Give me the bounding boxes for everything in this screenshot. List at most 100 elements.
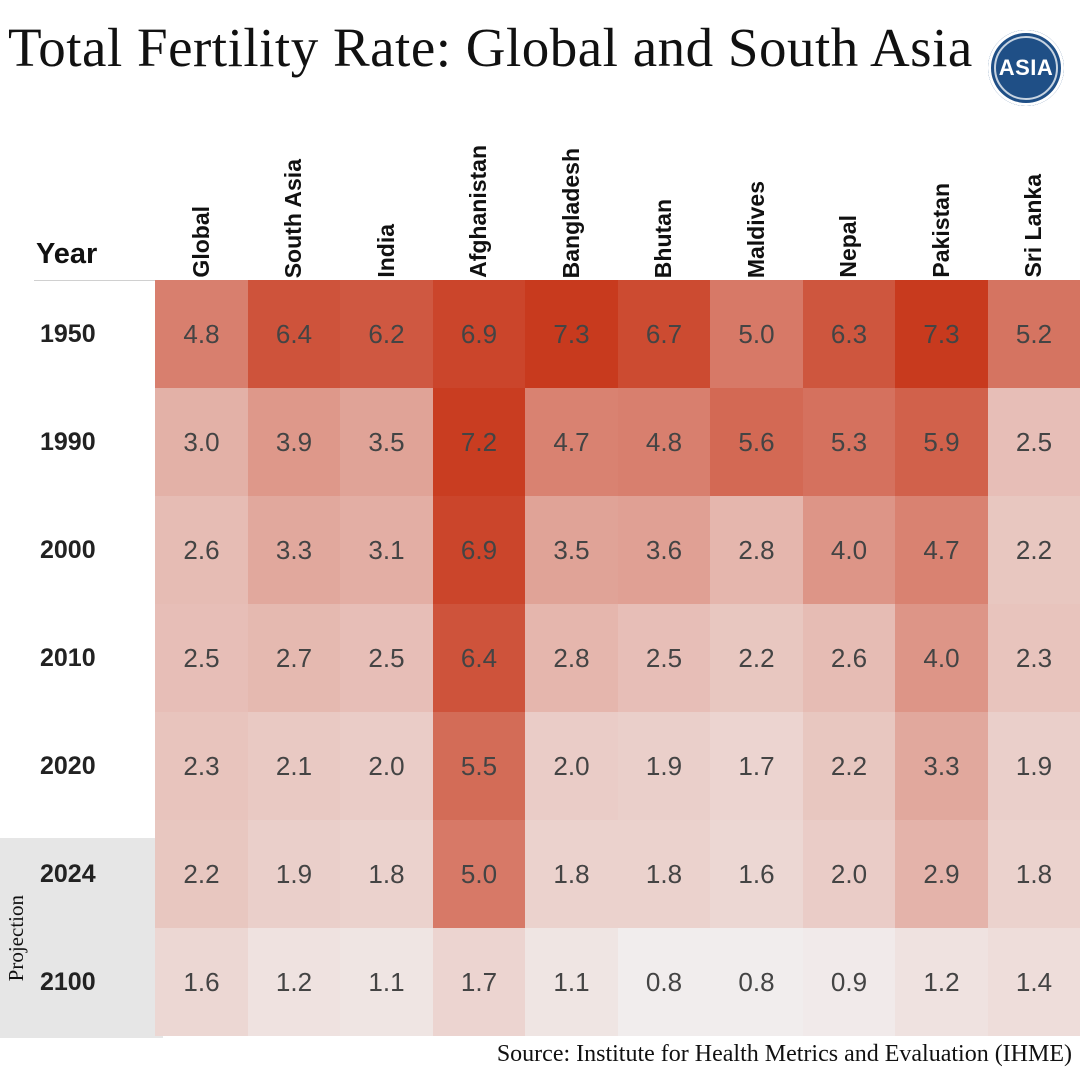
heatmap-cell-2020-south-asia: 2.1 — [247, 712, 341, 820]
heatmap-cell-2100-south-asia: 1.2 — [247, 928, 341, 1036]
heatmap-cell-1950-nepal: 6.3 — [802, 280, 896, 388]
heatmap-cell-1950-global: 4.8 — [155, 280, 248, 388]
heatmap-cell-1950-india: 6.2 — [340, 280, 433, 388]
column-header-nepal: Nepal — [803, 118, 896, 278]
heatmap-cell-2020-global: 2.3 — [155, 712, 248, 820]
heatmap-cell-2020-pakistan: 3.3 — [895, 712, 988, 820]
heatmap-cell-2024-afghanistan: 5.0 — [432, 820, 526, 928]
heatmap-cell-2024-pakistan: 2.9 — [895, 820, 988, 928]
heatmap-cell-1990-global: 3.0 — [155, 388, 248, 496]
row-header-year: Year — [36, 238, 98, 270]
column-header-label: Afghanistan — [465, 145, 492, 278]
heatmap-cell-2020-bangladesh: 2.0 — [525, 712, 618, 820]
heatmap-cell-2024-sri-lanka: 1.8 — [987, 820, 1080, 928]
column-header-bhutan: Bhutan — [618, 118, 711, 278]
column-header-india: India — [340, 118, 433, 278]
heatmap-cell-2020-afghanistan: 5.5 — [432, 712, 526, 820]
heatmap-cell-2100-afghanistan: 1.7 — [432, 928, 526, 1036]
heatmap-cell-2020-nepal: 2.2 — [802, 712, 896, 820]
heatmap-cell-2020-maldives: 1.7 — [710, 712, 803, 820]
column-header-label: Global — [187, 206, 214, 278]
heatmap-cell-2010-india: 2.5 — [340, 604, 433, 712]
column-header-label: Pakistan — [927, 183, 954, 278]
column-header-global: Global — [155, 118, 248, 278]
heatmap-cell-2024-global: 2.2 — [155, 820, 248, 928]
asia-logo: ASIA — [988, 30, 1064, 106]
heatmap-cell-2000-bhutan: 3.6 — [617, 496, 711, 604]
heatmap-cell-1950-south-asia: 6.4 — [247, 280, 341, 388]
heatmap-cell-1990-india: 3.5 — [340, 388, 433, 496]
heatmap-cell-2100-india: 1.1 — [340, 928, 433, 1036]
column-header-label: Sri Lanka — [1020, 174, 1047, 278]
heatmap-cell-2000-bangladesh: 3.5 — [525, 496, 618, 604]
heatmap-cell-1950-afghanistan: 6.9 — [432, 280, 526, 388]
heatmap-cell-1950-bhutan: 6.7 — [617, 280, 711, 388]
heatmap-cell-2020-sri-lanka: 1.9 — [987, 712, 1080, 820]
column-header-sri-lanka: Sri Lanka — [988, 118, 1080, 278]
heatmap-cell-1990-nepal: 5.3 — [802, 388, 896, 496]
column-header-maldives: Maldives — [710, 118, 803, 278]
heatmap-cell-2024-maldives: 1.6 — [710, 820, 803, 928]
heatmap-cell-2010-south-asia: 2.7 — [247, 604, 341, 712]
heatmap-cell-2100-bangladesh: 1.1 — [525, 928, 618, 1036]
heatmap-cell-1990-afghanistan: 7.2 — [432, 388, 526, 496]
column-header-south-asia: South Asia — [248, 118, 341, 278]
projection-label-text: Projection — [3, 894, 28, 982]
heatmap-cell-2100-nepal: 0.9 — [802, 928, 896, 1036]
heatmap-cell-2024-south-asia: 1.9 — [247, 820, 341, 928]
source-note: Source: Institute for Health Metrics and… — [496, 1041, 1072, 1067]
logo-ring — [994, 36, 1058, 100]
logo-text: ASIA — [998, 55, 1054, 80]
column-header-label: Bangladesh — [557, 147, 584, 278]
row-label-2000: 2000 — [40, 535, 96, 564]
row-label-1950: 1950 — [40, 319, 96, 348]
column-header-label: Bhutan — [650, 198, 677, 278]
heatmap-cell-2000-pakistan: 4.7 — [895, 496, 988, 604]
column-header-label: Maldives — [742, 180, 769, 278]
heatmap-cell-2100-pakistan: 1.2 — [895, 928, 988, 1036]
heatmap-cell-1990-south-asia: 3.9 — [247, 388, 341, 496]
heatmap-cell-2010-bangladesh: 2.8 — [525, 604, 618, 712]
column-header-label: India — [372, 224, 399, 278]
heatmap-cell-2010-afghanistan: 6.4 — [432, 604, 526, 712]
heatmap-cell-2010-nepal: 2.6 — [802, 604, 896, 712]
heatmap-cell-1950-bangladesh: 7.3 — [525, 280, 618, 388]
column-header-bangladesh: Bangladesh — [525, 118, 618, 278]
column-header-pakistan: Pakistan — [895, 118, 988, 278]
heatmap-cell-2024-bhutan: 1.8 — [617, 820, 711, 928]
heatmap-cell-1990-bangladesh: 4.7 — [525, 388, 618, 496]
row-label-2020: 2020 — [40, 751, 96, 780]
heatmap-cell-2000-maldives: 2.8 — [710, 496, 803, 604]
heatmap-cell-2100-bhutan: 0.8 — [617, 928, 711, 1036]
heatmap-cell-2010-pakistan: 4.0 — [895, 604, 988, 712]
heatmap-cell-2010-bhutan: 2.5 — [617, 604, 711, 712]
heatmap-cell-2010-global: 2.5 — [155, 604, 248, 712]
heatmap-cell-1990-pakistan: 5.9 — [895, 388, 988, 496]
projection-band — [0, 838, 163, 1038]
heatmap-cell-2024-nepal: 2.0 — [802, 820, 896, 928]
column-header-afghanistan: Afghanistan — [433, 118, 526, 278]
heatmap-cell-2010-sri-lanka: 2.3 — [987, 604, 1080, 712]
row-label-2010: 2010 — [40, 643, 96, 672]
heatmap-cell-2020-india: 2.0 — [340, 712, 433, 820]
heatmap-cell-1950-pakistan: 7.3 — [895, 280, 988, 388]
heatmap-cell-2024-india: 1.8 — [340, 820, 433, 928]
projection-label: Projection — [0, 838, 32, 1038]
heatmap-cell-2100-maldives: 0.8 — [710, 928, 803, 1036]
heatmap-cell-2000-global: 2.6 — [155, 496, 248, 604]
heatmap-cell-2000-india: 3.1 — [340, 496, 433, 604]
heatmap-cell-2000-nepal: 4.0 — [802, 496, 896, 604]
heatmap-cell-1950-maldives: 5.0 — [710, 280, 803, 388]
row-label-2100: 2100 — [40, 967, 96, 996]
heatmap-cell-2000-south-asia: 3.3 — [247, 496, 341, 604]
heatmap-cell-2024-bangladesh: 1.8 — [525, 820, 618, 928]
row-label-1990: 1990 — [40, 427, 96, 456]
heatmap-cell-2100-sri-lanka: 1.4 — [987, 928, 1080, 1036]
heatmap-cell-1990-bhutan: 4.8 — [617, 388, 711, 496]
heatmap-cell-2020-bhutan: 1.9 — [617, 712, 711, 820]
row-label-2024: 2024 — [40, 859, 96, 888]
heatmap-cell-2010-maldives: 2.2 — [710, 604, 803, 712]
heatmap-cell-1990-maldives: 5.6 — [710, 388, 803, 496]
column-header-label: South Asia — [280, 158, 307, 278]
chart-title: Total Fertility Rate: Global and South A… — [8, 17, 973, 78]
